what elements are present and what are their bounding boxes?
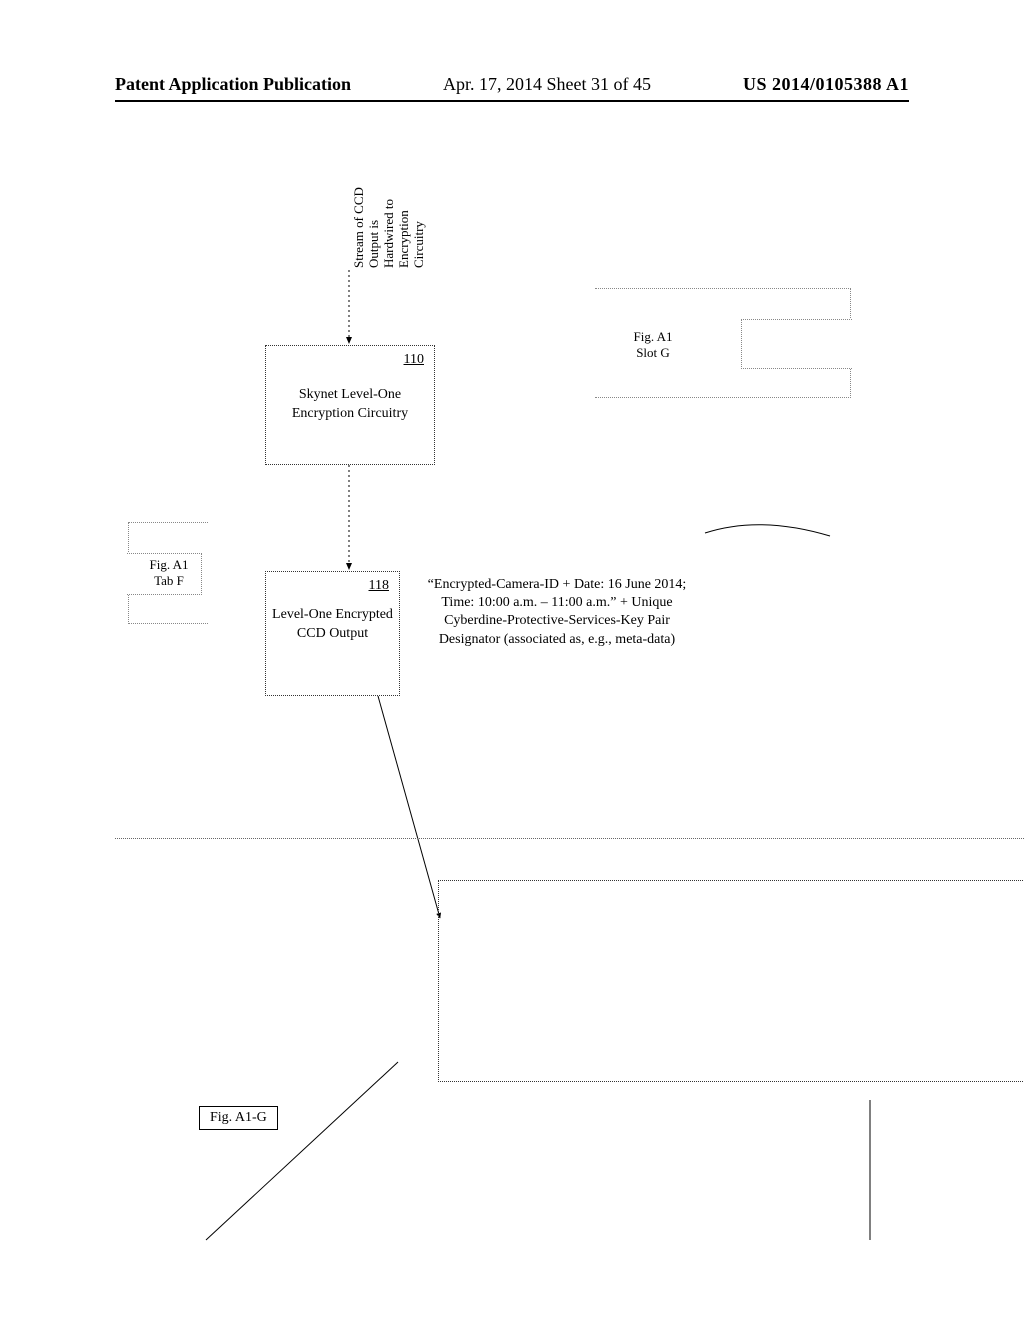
tab-f-fig: Fig. A1 [149,557,188,572]
metadata-annotation: “Encrypted-Camera-ID + Date: 16 June 201… [412,576,702,649]
tab-f-tab: Tab F [154,573,184,588]
box-118-title: Level-One Encrypted CCD Output [266,602,399,648]
tab-f-label: Fig. A1 Tab F [137,557,201,588]
slot-g-fig: Fig. A1 [633,329,672,344]
key-slot-g: Fig. A1 Slot G [595,288,851,398]
slot-g-slot: Slot G [636,345,670,360]
box-118-encrypted-output: 118 Level-One Encrypted CCD Output [265,571,400,696]
slot-g-label: Fig. A1 Slot G [621,329,685,360]
key-tab-f: Fig. A1 Tab F [128,522,208,624]
arrow-ccd-to-110 [0,0,1024,1320]
horizontal-separator [115,838,1024,839]
box-110-title: Skynet Level-One Encryption Circuitry [266,382,434,428]
box-110-ref: 110 [266,346,434,368]
level-two-region: Level-Two Blind Encr [438,880,1024,1082]
figure-label: Fig. A1-G [199,1106,278,1130]
box-110-encryption-circuitry: 110 Skynet Level-One Encryption Circuitr… [265,345,435,465]
slot-g-cut [741,319,852,369]
page-root: Patent Application Publication Apr. 17, … [0,0,1024,1320]
box-118-ref: 118 [266,572,399,594]
